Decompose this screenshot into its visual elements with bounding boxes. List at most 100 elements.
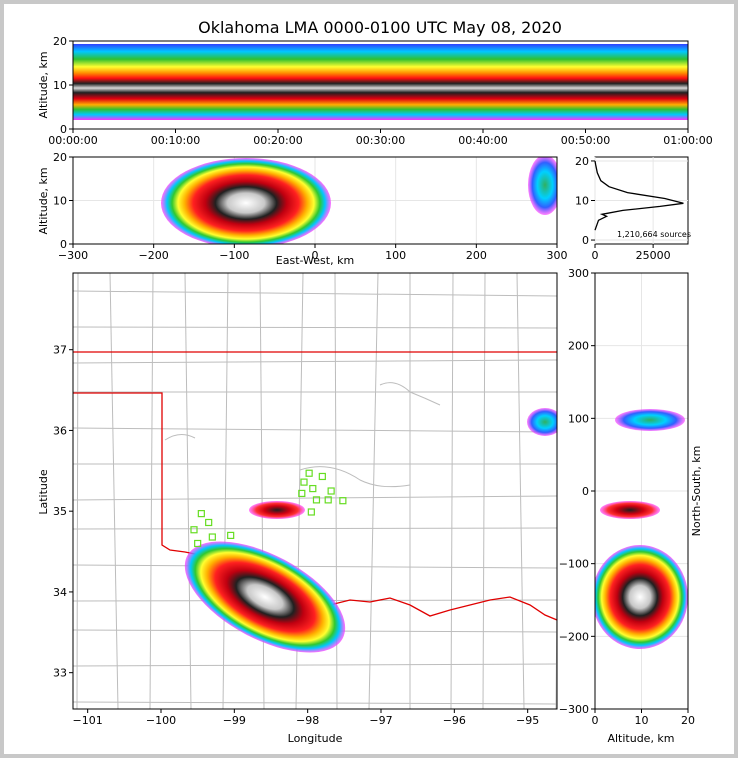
county-boundaries bbox=[73, 273, 557, 709]
county-line bbox=[73, 527, 557, 530]
y-tick-label: 36 bbox=[53, 424, 67, 437]
y-tick-label: −300 bbox=[559, 703, 589, 716]
y-tick-label: 33 bbox=[53, 667, 67, 680]
county-line bbox=[73, 495, 557, 501]
station-marker bbox=[305, 469, 313, 477]
county-line bbox=[482, 273, 486, 709]
x-tick-label: 00:40:00 bbox=[458, 134, 507, 147]
ns-storm-east bbox=[615, 409, 685, 431]
county-line bbox=[73, 701, 557, 705]
x-tick-label: 20 bbox=[681, 714, 695, 727]
x-tick-label: 200 bbox=[466, 249, 487, 262]
map-ylabel: Latitude bbox=[37, 469, 50, 515]
map-xlabel: Longitude bbox=[288, 732, 343, 745]
lake-outline bbox=[379, 382, 441, 406]
y-tick-label: 20 bbox=[53, 151, 67, 164]
ns-storm-core bbox=[595, 545, 688, 649]
x-tick-label: −99 bbox=[223, 714, 246, 727]
station-marker bbox=[309, 484, 317, 493]
ew-xlabel: East-West, km bbox=[276, 254, 354, 267]
station-marker bbox=[208, 533, 216, 541]
county-line bbox=[368, 273, 379, 709]
county-line bbox=[76, 273, 79, 709]
texas-border bbox=[73, 392, 557, 621]
x-tick-label: 0 bbox=[592, 714, 599, 727]
county-line bbox=[450, 273, 454, 709]
time-altitude-panel: 00:00:00 00:10:00 00:20:00 00:30:00 00:40:00… bbox=[37, 35, 713, 147]
x-tick-label: 100 bbox=[385, 249, 406, 262]
map-axes-frame bbox=[72, 272, 558, 710]
x-tick-label: 00:50:00 bbox=[561, 134, 610, 147]
county-line bbox=[516, 273, 525, 709]
river-outline bbox=[164, 434, 411, 488]
x-tick-label: 300 bbox=[547, 249, 568, 262]
y-tick-label: 20 bbox=[575, 155, 589, 168]
station-marker bbox=[324, 496, 332, 504]
x-tick-label: −100 bbox=[219, 249, 249, 262]
ew-storm-core bbox=[161, 158, 331, 244]
x-tick-label: 00:00:00 bbox=[48, 134, 97, 147]
y-tick-label: 100 bbox=[568, 412, 589, 425]
chart-title: Oklahoma LMA 0000-0100 UTC May 08, 2020 bbox=[198, 18, 562, 37]
y-tick-label: 0 bbox=[60, 123, 67, 136]
county-line bbox=[222, 273, 229, 709]
altitude-histogram-panel: 0 25000 0 10 20 1,210,664 sources bbox=[575, 155, 691, 262]
station-marker bbox=[312, 496, 321, 504]
east-west-altitude-panel: −300 −200 −100 0 100 200 300 0 10 20 East-West, … bbox=[37, 151, 568, 267]
x-tick-label: −300 bbox=[58, 249, 88, 262]
y-tick-label: −200 bbox=[559, 630, 589, 643]
x-tick-label: 10 bbox=[635, 714, 649, 727]
y-tick-label: 10 bbox=[53, 79, 67, 92]
county-line bbox=[184, 273, 192, 709]
y-tick-label: 34 bbox=[53, 586, 67, 599]
station-marker bbox=[300, 478, 308, 486]
map-storm-north bbox=[249, 501, 305, 519]
y-tick-label: 0 bbox=[582, 234, 589, 247]
map-storm-east bbox=[527, 408, 557, 436]
y-tick-label: 0 bbox=[60, 238, 67, 251]
x-tick-label: 00:30:00 bbox=[356, 134, 405, 147]
source-count-label: 1,210,664 sources bbox=[617, 230, 691, 239]
station-marker bbox=[190, 526, 198, 534]
x-tick-label: 00:10:00 bbox=[151, 134, 200, 147]
ns-xlabel: Altitude, km bbox=[607, 732, 674, 745]
county-line bbox=[73, 326, 557, 329]
ew-ylabel: Altitude, km bbox=[37, 167, 50, 234]
y-tick-label: 300 bbox=[568, 267, 589, 280]
y-tick-label: −100 bbox=[559, 558, 589, 571]
x-tick-label: 25000 bbox=[636, 249, 671, 262]
y-tick-label: 200 bbox=[568, 340, 589, 353]
county-line bbox=[73, 663, 557, 667]
lma-stations bbox=[190, 469, 347, 548]
x-tick-label: −100 bbox=[146, 714, 176, 727]
station-marker bbox=[339, 497, 347, 505]
y-tick-label: 20 bbox=[53, 35, 67, 48]
time-altitude-ylabel: Altitude, km bbox=[37, 51, 50, 118]
station-marker bbox=[205, 518, 213, 527]
time-altitude-density bbox=[73, 44, 688, 120]
map-storm-core bbox=[184, 541, 346, 653]
station-marker bbox=[307, 508, 315, 516]
county-line bbox=[73, 427, 557, 433]
histogram-line bbox=[594, 160, 684, 231]
county-line bbox=[149, 273, 154, 709]
county-line bbox=[109, 273, 119, 709]
ns-storm-north bbox=[600, 501, 660, 519]
x-tick-label: 0 bbox=[312, 249, 319, 262]
station-marker bbox=[298, 489, 306, 498]
county-line bbox=[73, 359, 557, 364]
x-tick-label: 0 bbox=[592, 249, 599, 262]
station-marker bbox=[197, 510, 205, 518]
y-tick-label: 35 bbox=[53, 505, 67, 518]
x-tick-label: −96 bbox=[443, 714, 466, 727]
y-tick-label: 37 bbox=[53, 344, 67, 357]
ew-east-cluster bbox=[528, 157, 557, 215]
altitude-north-south-panel: 0 10 20 −300 −200 −100 0 100 200 300 Altitude, k… bbox=[559, 267, 703, 745]
county-line bbox=[73, 290, 557, 297]
station-marker bbox=[327, 487, 335, 495]
x-tick-label: 01:00:00 bbox=[663, 134, 712, 147]
y-tick-label: 10 bbox=[53, 195, 67, 208]
station-marker bbox=[194, 539, 202, 548]
plan-view-panel: −101 −100 −99 −98 −97 −96 −95 33 34 35 36 37 Longi… bbox=[37, 272, 558, 745]
x-tick-label: −200 bbox=[139, 249, 169, 262]
